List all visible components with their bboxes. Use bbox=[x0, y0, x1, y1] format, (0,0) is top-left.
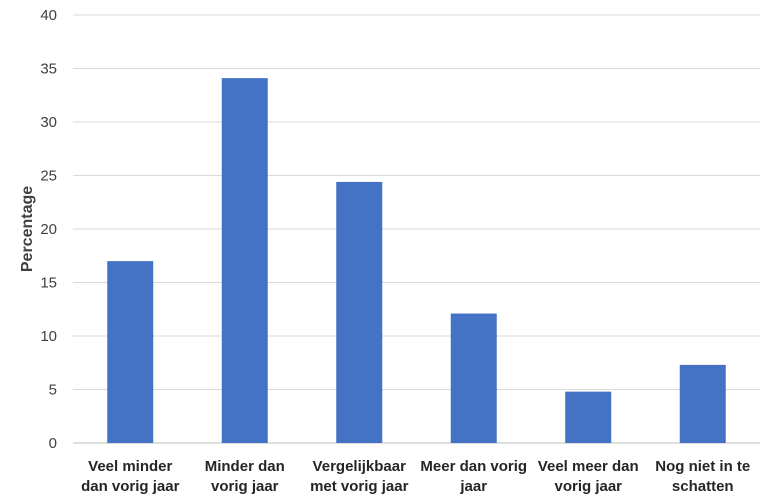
bar bbox=[107, 261, 154, 443]
bar bbox=[565, 391, 612, 443]
y-tick-label: 15 bbox=[40, 275, 57, 292]
x-category-label: Minder dan vorig jaar bbox=[205, 458, 285, 495]
y-axis-title: Percentage bbox=[19, 186, 36, 272]
y-tick-label: 25 bbox=[40, 168, 57, 185]
y-tick-label: 35 bbox=[40, 61, 57, 78]
bar bbox=[679, 364, 726, 443]
x-category-labels: Veel minder dan vorig jaar Minder dan vorig… bbox=[81, 458, 750, 495]
y-tick-label: 20 bbox=[40, 221, 57, 238]
x-category-label: Meer dan vorig jaar bbox=[420, 458, 527, 495]
y-tick-label: 0 bbox=[49, 435, 57, 452]
y-tick-label: 30 bbox=[40, 114, 57, 131]
bars bbox=[107, 78, 726, 444]
x-category-label: Veel meer dan vorig jaar bbox=[538, 458, 639, 495]
gridlines bbox=[73, 14, 760, 444]
x-category-label: Vergelijkbaar met vorig jaar bbox=[310, 458, 409, 495]
y-tick-label: 5 bbox=[49, 382, 57, 399]
x-category-label: Nog niet in te schatten bbox=[655, 458, 750, 495]
y-tick-label: 10 bbox=[40, 328, 57, 345]
y-tick-label: 40 bbox=[40, 7, 57, 24]
bar bbox=[336, 181, 383, 444]
bar bbox=[450, 313, 497, 443]
x-category-label: Veel minder dan vorig jaar bbox=[81, 458, 180, 495]
y-tick-labels: 0 5 10 15 20 25 30 35 40 bbox=[40, 7, 57, 452]
bar bbox=[221, 78, 268, 443]
